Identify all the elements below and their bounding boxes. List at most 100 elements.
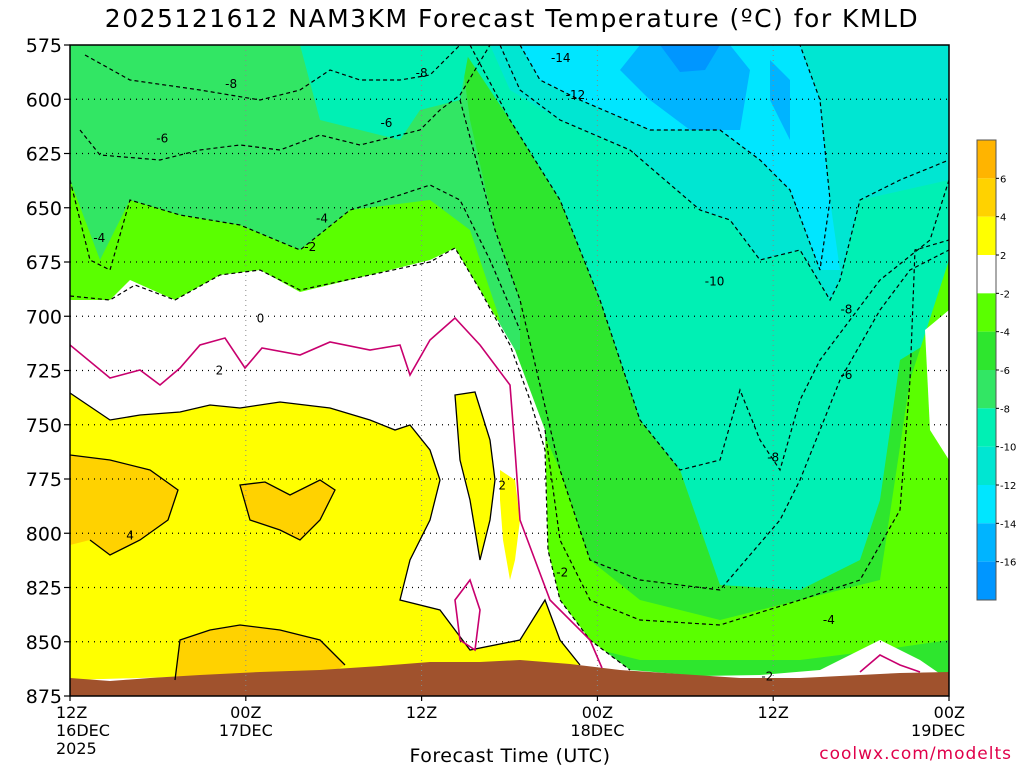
x-tick-label: 12Z [758,703,789,722]
colorbar-swatch [977,485,996,524]
colorbar-swatch [977,408,996,447]
contour-2-strip [454,391,496,561]
colorbar-swatch [977,370,996,409]
y-tick-label: 875 [26,686,62,708]
contour-label: -8 [416,66,428,80]
grid [70,45,949,696]
temperature-fields [70,45,949,696]
x-tick-year: 2025 [56,739,97,758]
y-tick-label: 625 [26,144,62,166]
freezing-line-right [859,654,921,673]
colorbar-tick-label: -2 [1000,289,1010,300]
band-gold-mid [240,480,335,540]
y-tick-label: 650 [26,198,62,220]
y-tick-label: 725 [26,361,62,383]
chart-title: 2025121612 NAM3KM Forecast Temperature (… [104,4,920,33]
x-tick-label: 00Z [934,703,965,722]
x-axis-label: Forecast Time (UTC) [409,745,611,767]
colorbar-tick-label: -14 [1000,519,1016,530]
y-tick-label: 850 [26,632,62,654]
source-credit: coolwx.com/modelts [819,744,1012,764]
contour-lines [70,45,949,681]
contour-label: 4 [126,528,134,542]
contour-minus6 [79,45,491,161]
colorbar: 6 4 2 -2 -4 -6 -8 -10 -12 -14 -16 [976,139,1016,601]
contour-minus2-left [70,247,631,671]
contour-4-bottom [174,624,346,681]
band-gold-left [70,455,178,555]
band-near-zero-right [925,310,949,460]
band-sky [620,45,790,140]
contour-label: -4 [316,212,328,226]
colorbar-swatch [977,446,996,485]
colorbar-swatch [977,216,996,255]
contour-minus12 [499,45,949,302]
band-blue [660,45,720,72]
contour-label: 2 [498,479,506,493]
contour-label: -2 [304,240,316,254]
band-gold-bottom [175,625,345,680]
contour-label: -8 [840,303,852,317]
x-tick-label: 00Z [230,703,261,722]
contour-minus8 [84,45,461,101]
x-tick-date: 19DEC [911,721,965,740]
x-tick-date: 16DEC [56,721,110,740]
colorbar-tick-label: 4 [1000,213,1006,224]
y-axis: 575 600 625 650 675 700 725 750 775 800 825 850 875 [26,35,70,708]
contour-minus14 [519,45,831,271]
contour-label: 2 [216,364,224,378]
contour-label: -6 [156,131,168,145]
band-cyan [520,45,840,270]
freezing-line [70,316,603,669]
terrain-ground [70,660,949,696]
y-tick-label: 675 [26,252,62,274]
colorbar-tick-label: -12 [1000,481,1016,492]
x-tick-date: 17DEC [219,721,273,740]
contour-label: -6 [840,368,852,382]
band-yellow-strip2 [500,470,520,580]
contour-label: -2 [556,565,568,579]
contour-label: -6 [380,116,392,130]
contour-label: -8 [225,77,237,91]
contour-minus8-right [459,99,949,591]
contour-label: -4 [823,613,835,627]
colorbar-tick-label: -6 [1000,366,1010,377]
x-tick-date: 18DEC [570,721,624,740]
colorbar-swatch [977,523,996,562]
colorbar-tick-label: 2 [1000,251,1006,262]
band-minus4-lower [520,260,949,660]
colorbar-tick-label: -10 [1000,443,1016,454]
y-tick-label: 575 [26,35,62,57]
colorbar-tick-label: -4 [1000,328,1010,339]
contour-2-upper [70,392,581,666]
contour-label: -10 [705,275,725,289]
contour-label: -8 [767,450,779,464]
band-minus8-upper [70,45,470,140]
contour-4-mid [239,479,336,541]
colorbar-swatch [977,331,996,370]
colorbar-tick-label: -8 [1000,404,1010,415]
band-yellow [70,393,580,680]
freezing-line-loop [454,578,481,652]
contour-label: 0 [257,311,265,325]
y-tick-label: 775 [26,469,62,491]
contour-4 [70,454,179,556]
colorbar-tick-label: -16 [1000,558,1016,569]
contour-minus4-right [544,239,949,626]
y-tick-label: 750 [26,415,62,437]
colorbar-swatch [977,293,996,332]
colorbar-swatch [977,178,996,217]
x-tick-label: 12Z [56,703,87,722]
colorbar-swatch [977,561,996,600]
y-tick-label: 825 [26,578,62,600]
y-tick-label: 700 [26,306,62,328]
x-tick-label: 00Z [582,703,613,722]
colorbar-tick-label: 6 [1000,174,1006,185]
x-tick-label: 12Z [406,703,437,722]
contour-label: -12 [566,88,586,102]
contour-minus10 [469,45,949,472]
contour-label: -14 [551,51,571,65]
contour-labels: -8-8-14-12-6-6-4-4-2-100-82 -6-824-2-4-2 [93,51,852,683]
